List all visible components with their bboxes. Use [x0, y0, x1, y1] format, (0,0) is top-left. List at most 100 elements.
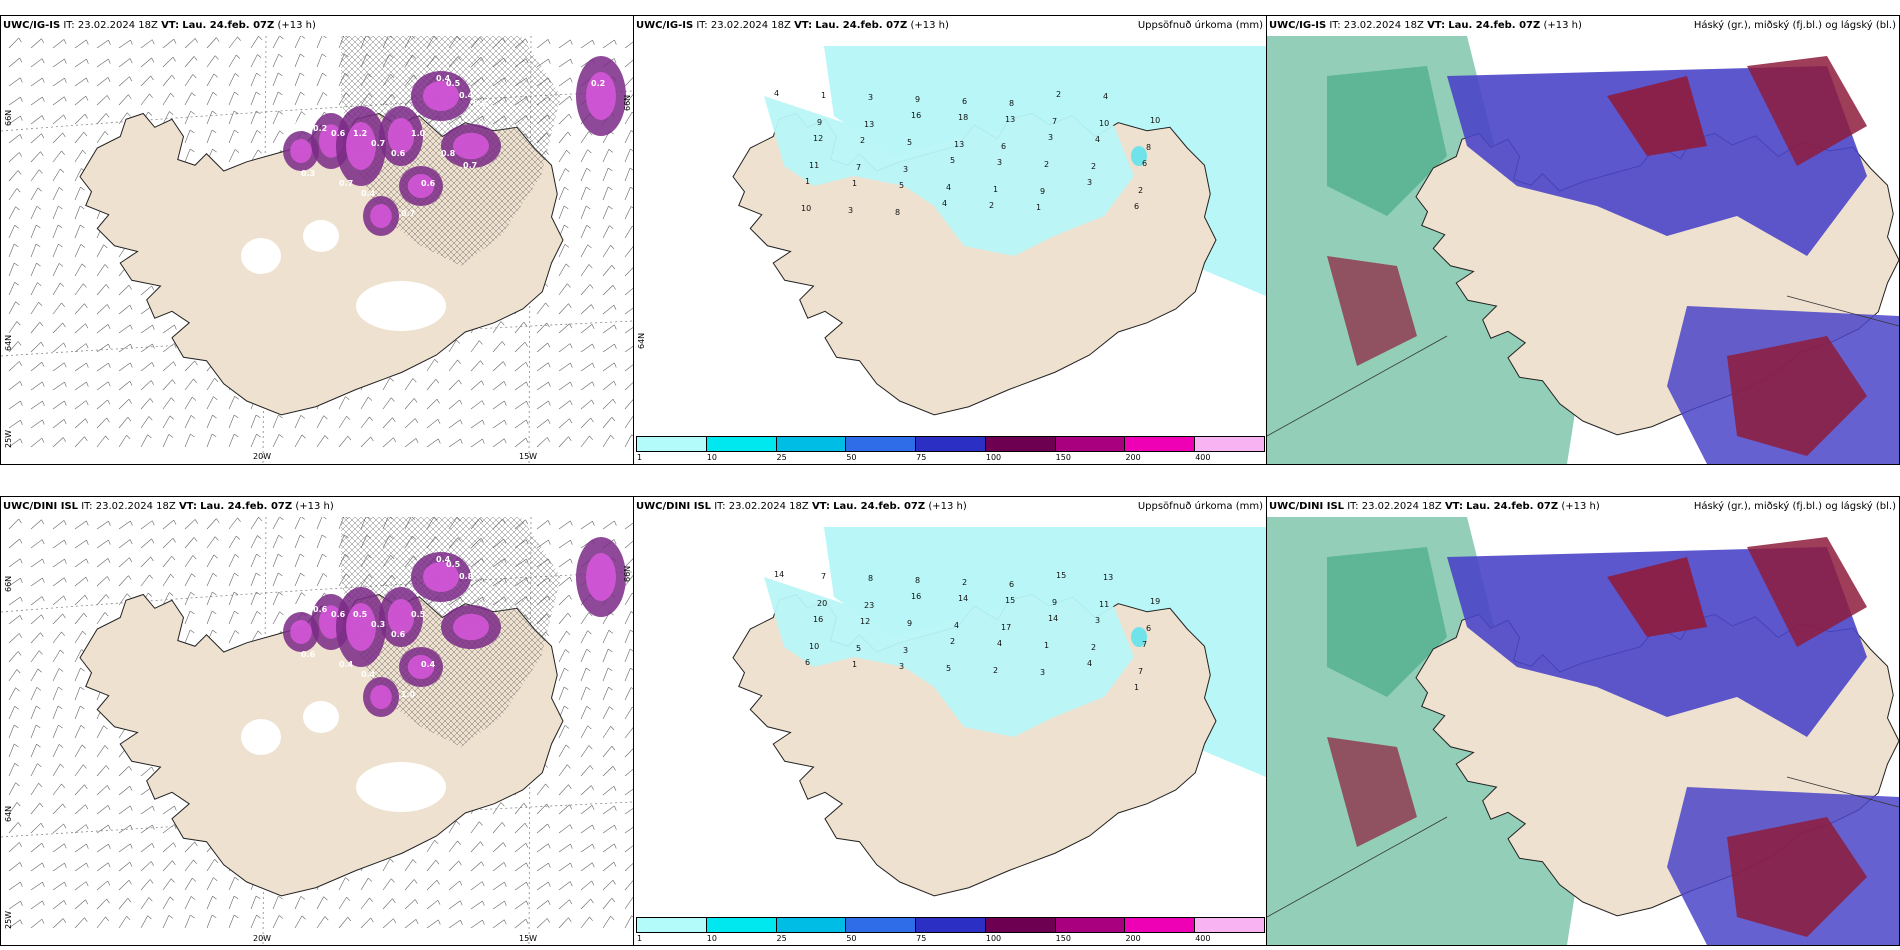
precip-value-label: 8	[895, 208, 900, 217]
wind-barb-tick	[41, 519, 45, 525]
wind-barb	[426, 879, 438, 891]
wind-barb-tick	[611, 897, 616, 903]
wind-barb-tick	[234, 73, 240, 77]
wind-barb	[30, 724, 37, 739]
wind-barb-tick	[63, 419, 67, 425]
wind-barb	[140, 520, 153, 530]
wind-barb	[52, 783, 62, 796]
panel-title: Uppsöfnuð úrkoma (mm)	[1137, 20, 1263, 31]
wind-barb-tick	[630, 206, 633, 209]
wind-barb	[250, 414, 257, 429]
lat-line	[1, 571, 633, 613]
wind-barb-tick	[83, 131, 88, 137]
wind-barb-tick	[38, 169, 43, 174]
wind-barb-tick	[565, 168, 570, 172]
wind-barb	[272, 611, 280, 625]
wind-barb-tick	[105, 284, 110, 289]
colorbar-swatch	[915, 917, 986, 933]
wind-barb-tick	[35, 724, 41, 729]
wind-barb	[74, 594, 86, 606]
wind-barb-tick	[565, 744, 570, 749]
wind-barb-tick	[258, 517, 263, 521]
precip-value-label: 1	[852, 179, 857, 188]
wind-barb-tick	[590, 898, 594, 904]
wind-barb	[558, 323, 570, 334]
wind-barb-tick	[590, 417, 594, 423]
wind-barb	[52, 419, 65, 429]
precip-max	[1131, 146, 1147, 166]
wind-barb	[8, 743, 15, 758]
precip-value-label: 14	[774, 570, 784, 579]
wind-barb-tick	[436, 399, 440, 404]
wind-barb-tick	[19, 134, 23, 140]
wind-value-label: 0.8	[441, 149, 456, 158]
wind-barb	[30, 243, 37, 258]
precip-value-label: 7	[821, 572, 826, 581]
wind-barb	[118, 765, 130, 777]
wind-barb-tick	[83, 283, 87, 288]
wind-barb	[30, 918, 43, 929]
wind-barb	[316, 72, 323, 87]
wind-barb-tick	[152, 324, 155, 330]
wind-barb	[30, 206, 38, 220]
wind-barb	[30, 400, 43, 410]
wind-barb-tick	[347, 916, 352, 922]
precip-value-label: 4	[1087, 659, 1092, 668]
wind-barb-tick	[414, 418, 418, 423]
wind-barb	[580, 186, 587, 201]
wind-barb	[118, 824, 131, 834]
wind-barb	[558, 843, 571, 853]
wind-barb-tick	[84, 436, 88, 441]
wind-barb	[624, 808, 633, 815]
wind-barb	[624, 880, 633, 891]
precip-value-label: 17	[1001, 623, 1011, 632]
wind-barb	[624, 845, 633, 853]
wind-barb-tick	[57, 224, 63, 229]
wind-barb	[8, 57, 20, 68]
wind-barb	[96, 862, 109, 872]
colorbar: 1 10 25 50 75 100 150 200 400	[636, 436, 1265, 462]
wind-barb-tick	[569, 343, 573, 349]
wind-barb	[30, 77, 43, 87]
wind-barb	[580, 843, 593, 853]
wind-barb-tick	[62, 132, 66, 138]
wind-barb-tick	[86, 520, 89, 526]
wind-barb	[162, 361, 174, 372]
wind-barb	[580, 399, 592, 410]
wind-area-inner	[423, 81, 459, 111]
wind-barb	[74, 39, 87, 49]
wind-barb	[30, 763, 38, 777]
wind-barb	[96, 304, 108, 315]
wind-barb	[52, 282, 61, 296]
wind-barb	[184, 129, 191, 144]
wind-barb	[52, 187, 60, 201]
wind-barb-tick	[17, 341, 22, 346]
wind-barb	[74, 686, 81, 701]
wind-barb-tick	[172, 379, 176, 384]
wind-barb-tick	[212, 92, 217, 96]
wind-barb	[558, 150, 567, 163]
wind-barb	[624, 186, 631, 201]
wind-barb	[140, 766, 152, 777]
panel-title: Háský (gr.), miðský (fj.bl.) og lágský (…	[1693, 20, 1896, 31]
wind-barb-tick	[370, 436, 374, 442]
wind-barb-tick	[278, 53, 283, 58]
wind-barb-tick	[42, 96, 45, 102]
wind-barb	[162, 93, 171, 106]
wind-barb-tick	[211, 433, 217, 438]
wind-barb	[382, 878, 392, 891]
wind-barb	[118, 593, 128, 606]
wind-barb-tick	[62, 918, 66, 923]
wind-barb	[536, 823, 548, 834]
wind-barb-tick	[17, 651, 22, 656]
wind-barb	[448, 438, 461, 448]
wind-barb-tick	[57, 705, 63, 710]
precip-value-label: 1	[1036, 203, 1041, 212]
wind-barb-tick	[589, 435, 593, 440]
wind-barb	[162, 860, 173, 872]
wind-value-label: 0.5	[353, 610, 368, 619]
precip-value-label: 16	[911, 592, 921, 601]
wind-barb	[338, 416, 347, 429]
wind-barb	[294, 573, 301, 587]
low-cloud	[1447, 66, 1867, 256]
